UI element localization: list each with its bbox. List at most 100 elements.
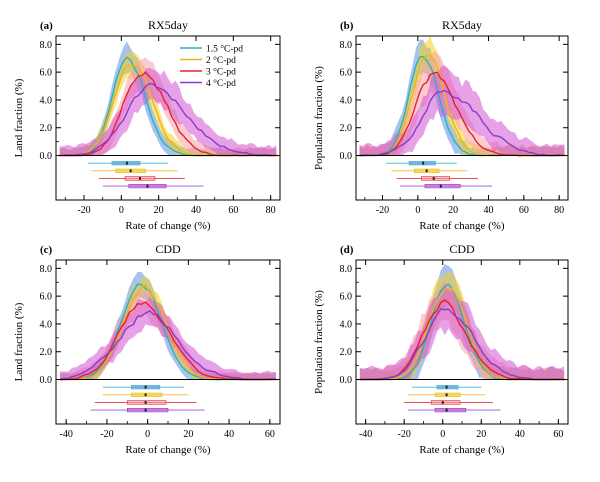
- x-axis-label: Rate of change (%): [419, 444, 505, 456]
- x-tick-label: 60: [265, 429, 275, 440]
- y-tick-label: 4.0: [340, 319, 353, 330]
- panel-1: -20 0 20 40 60 80 0.0 2.0 4.0 6.0 8.0 RX5day (a) Rate…: [13, 18, 281, 232]
- box-median: [439, 184, 442, 188]
- band-2C: [59, 51, 277, 156]
- box-median: [146, 184, 149, 188]
- plot-area: [359, 264, 565, 381]
- legend-label: 3 °C-pd: [206, 67, 236, 78]
- x-tick-label: 0: [440, 429, 445, 440]
- x-tick-label: 80: [266, 205, 276, 216]
- x-tick-label: -20: [77, 205, 90, 216]
- box-median: [144, 393, 147, 397]
- plot-area: [59, 271, 276, 381]
- x-tick-label: 0: [119, 205, 124, 216]
- legend-label: 2 °C-pd: [206, 55, 236, 66]
- band-4C: [59, 68, 277, 156]
- y-axis-label: Population fraction (%): [313, 66, 325, 170]
- panel-3: -40 -20 0 20 40 60 0.0 2.0 4.0 6.0 8.0 CDD (c) Rate o…: [13, 242, 281, 456]
- y-tick-label: 6.0: [40, 292, 53, 303]
- x-tick-label: -40: [359, 429, 372, 440]
- x-tick-label: 60: [519, 205, 529, 216]
- box-median: [144, 408, 147, 412]
- y-tick-label: 2.0: [40, 347, 53, 358]
- x-tick-label: 40: [191, 205, 201, 216]
- box-iqr: [421, 176, 450, 181]
- y-tick-label: 0.0: [340, 151, 353, 162]
- box-median: [445, 393, 448, 397]
- band-4C: [359, 284, 565, 380]
- y-axis-label: Land fraction (%): [13, 78, 25, 157]
- x-tick-label: 40: [515, 429, 525, 440]
- box-median: [144, 401, 147, 404]
- x-axis-label: Rate of change (%): [125, 220, 211, 232]
- box-median: [441, 401, 444, 404]
- box-iqr: [430, 400, 461, 405]
- series-line-4C: [59, 82, 277, 157]
- panel-letter: (b): [340, 20, 354, 32]
- box-median: [422, 161, 425, 165]
- legend: 1.5 °C-pd2 °C-pd3 °C-pd4 °C-pd: [180, 44, 243, 89]
- y-tick-label: 2.0: [340, 123, 353, 134]
- box-median: [425, 169, 428, 173]
- box-median: [129, 169, 132, 173]
- box-iqr: [434, 408, 467, 413]
- series-line-4C: [359, 89, 565, 157]
- x-tick-label: 60: [553, 429, 563, 440]
- x-tick-label: -20: [100, 429, 113, 440]
- y-axis-label: Land fraction (%): [13, 302, 25, 381]
- x-axis-label: Rate of change (%): [419, 220, 505, 232]
- y-tick-label: 4.0: [40, 319, 53, 330]
- y-tick-label: 6.0: [340, 292, 353, 303]
- band-2C: [359, 36, 565, 156]
- box-iqr: [131, 392, 163, 397]
- box-median: [432, 177, 435, 180]
- x-tick-label: 0: [415, 205, 420, 216]
- series-line-4C: [59, 310, 276, 381]
- y-tick-label: 2.0: [40, 123, 53, 134]
- panel-title: CDD: [155, 242, 181, 256]
- box-iqr: [126, 400, 167, 405]
- panel-title: CDD: [449, 242, 475, 256]
- panel-title: RX5day: [442, 18, 482, 32]
- x-tick-label: 60: [228, 205, 238, 216]
- x-tick-label: 40: [224, 429, 234, 440]
- panel-4: -40 -20 0 20 40 60 0.0 2.0 4.0 6.0 8.0 CDD (d) Rate o…: [313, 242, 569, 456]
- y-tick-label: 6.0: [40, 68, 53, 79]
- box-iqr: [424, 184, 461, 189]
- box-median: [125, 161, 128, 165]
- plot-area: [359, 36, 565, 157]
- x-tick-label: -20: [398, 429, 411, 440]
- x-axis-label: Rate of change (%): [125, 444, 211, 456]
- series-line-4C: [359, 308, 565, 381]
- legend-label: 1.5 °C-pd: [206, 44, 243, 55]
- y-tick-label: 4.0: [340, 95, 353, 106]
- x-tick-label: 20: [448, 205, 458, 216]
- y-tick-label: 2.0: [340, 347, 353, 358]
- panel-letter: (c): [40, 244, 53, 256]
- x-tick-label: -40: [60, 429, 73, 440]
- x-tick-label: 20: [154, 205, 164, 216]
- box-median: [445, 385, 448, 389]
- y-axis-label: Population fraction (%): [313, 290, 325, 394]
- panel-letter: (d): [340, 244, 354, 256]
- y-tick-label: 0.0: [40, 375, 53, 386]
- y-tick-label: 0.0: [340, 375, 353, 386]
- legend-label: 4 °C-pd: [206, 78, 236, 89]
- y-tick-label: 4.0: [40, 95, 53, 106]
- y-tick-label: 0.0: [40, 151, 53, 162]
- y-tick-label: 8.0: [40, 264, 53, 275]
- panel-letter: (a): [40, 20, 53, 32]
- axes-frame: [55, 35, 281, 201]
- panel-title: RX5day: [148, 18, 188, 32]
- x-tick-label: -20: [376, 205, 389, 216]
- box-median: [144, 385, 147, 389]
- box-median: [139, 177, 141, 180]
- y-tick-label: 8.0: [340, 264, 353, 275]
- y-tick-label: 6.0: [340, 68, 353, 79]
- band-4C: [359, 65, 565, 156]
- x-tick-label: 20: [183, 429, 193, 440]
- axes-frame: [355, 35, 569, 201]
- x-tick-label: 0: [145, 429, 150, 440]
- x-tick-label: 40: [484, 205, 494, 216]
